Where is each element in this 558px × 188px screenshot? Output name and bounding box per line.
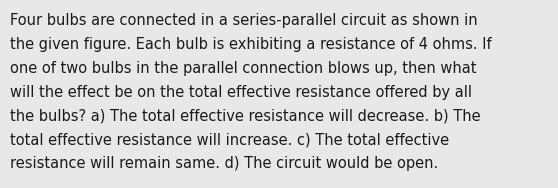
- Text: resistance will remain same. d) The circuit would be open.: resistance will remain same. d) The circ…: [10, 156, 438, 171]
- Text: will the effect be on the total effective resistance offered by all: will the effect be on the total effectiv…: [10, 85, 472, 100]
- Text: one of two bulbs in the parallel connection blows up, then what: one of two bulbs in the parallel connect…: [10, 61, 477, 76]
- Text: total effective resistance will increase. c) The total effective: total effective resistance will increase…: [10, 133, 449, 148]
- Text: the given figure. Each bulb is exhibiting a resistance of 4 ohms. If: the given figure. Each bulb is exhibitin…: [10, 37, 492, 52]
- Text: Four bulbs are connected in a series-parallel circuit as shown in: Four bulbs are connected in a series-par…: [10, 13, 478, 28]
- Text: the bulbs? a) The total effective resistance will decrease. b) The: the bulbs? a) The total effective resist…: [10, 109, 480, 124]
